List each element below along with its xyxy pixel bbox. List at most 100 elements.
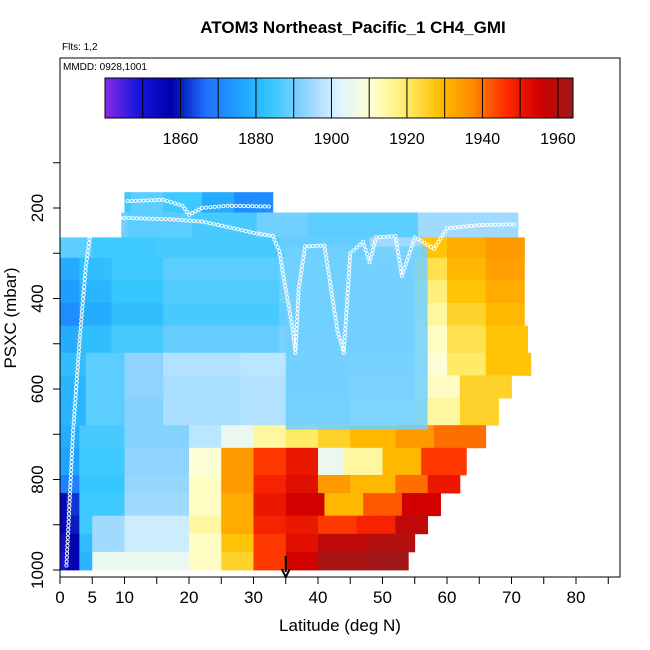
flight-path-marker [259, 232, 264, 237]
heatmap-cell [150, 280, 158, 304]
flight-path-marker [94, 217, 99, 222]
heatmap-cell [214, 474, 222, 494]
colorbar-swatch [255, 78, 261, 118]
heatmap-cell [201, 551, 209, 571]
colorbar-swatch [463, 78, 468, 118]
heatmap-cell [208, 280, 216, 304]
flight-path-marker [161, 197, 166, 202]
heatmap-cell [79, 447, 87, 476]
flight-path-marker [404, 258, 410, 263]
heatmap-cell [143, 280, 151, 304]
heatmap-cell [234, 515, 241, 535]
flight-path-marker [262, 204, 267, 209]
heatmap-cell [369, 493, 377, 517]
colorbar-swatch [501, 78, 506, 118]
flight-path-marker [220, 223, 225, 228]
heatmap-cell [476, 212, 483, 238]
heatmap-cell [369, 425, 377, 449]
heatmap-cell [292, 474, 300, 494]
heatmap-cell [414, 493, 422, 517]
x-tick-label: 60 [438, 588, 457, 607]
heatmap-cell [376, 447, 383, 476]
flight-path-marker [492, 222, 497, 227]
flight-path-marker [86, 241, 92, 246]
colorbar-swatch [157, 78, 163, 118]
heatmap-cell [60, 515, 67, 535]
flight-path-marker [477, 223, 482, 228]
heatmap-cell [311, 533, 319, 553]
heatmap-cell [85, 425, 93, 449]
heatmap-cell [427, 447, 435, 476]
heatmap-cell [517, 257, 525, 281]
heatmap-cell [253, 425, 261, 449]
flight-path-marker [346, 279, 351, 284]
heatmap-cell [224, 212, 232, 238]
heatmap-cell [124, 515, 132, 535]
flight-path-marker [411, 239, 416, 244]
colorbar-swatch [271, 78, 276, 118]
heatmap-cell [395, 551, 403, 571]
heatmap-cell [195, 533, 203, 553]
heatmap-cell [240, 375, 248, 399]
heatmap-cell [105, 352, 112, 376]
flight-path-marker [80, 305, 85, 310]
heatmap-cell [130, 425, 138, 449]
flight-path-marker [399, 273, 404, 278]
heatmap-cell [453, 398, 461, 426]
flight-path-marker [65, 547, 70, 552]
flight-path-marker [68, 483, 73, 488]
heatmap-cell [369, 533, 377, 553]
flight-path-marker [80, 309, 85, 314]
colorbar-swatch [406, 78, 412, 118]
heatmap-cell [247, 303, 254, 327]
heatmap-cell [311, 425, 319, 449]
heatmap-cell [214, 398, 222, 426]
heatmap-cell [472, 352, 480, 376]
flight-path-marker [76, 353, 81, 358]
colorbar-swatch [150, 78, 155, 118]
heatmap-cell [279, 280, 287, 304]
flight-path-marker [73, 396, 78, 401]
heatmap-cell [511, 352, 519, 376]
heatmap-cell [247, 352, 254, 376]
heatmap-cell [382, 551, 390, 571]
heatmap-cell [156, 192, 164, 213]
flight-path-marker [75, 373, 80, 378]
heatmap-cell [234, 257, 241, 281]
heatmap-cell [201, 192, 209, 213]
heatmap-cell [143, 533, 151, 553]
heatmap-cell [382, 515, 390, 535]
flight-path-marker [344, 302, 349, 308]
heatmap-cell [272, 280, 280, 304]
heatmap-cell [447, 447, 454, 476]
heatmap-cell [124, 257, 132, 281]
flight-path-marker [357, 242, 362, 247]
colorbar-swatch [384, 78, 389, 118]
heatmap-cell [60, 257, 67, 281]
colorbar-swatch [274, 78, 280, 118]
flight-path-marker [393, 234, 398, 239]
chart-title: ATOM3 Northeast_Pacific_1 CH4_GMI [200, 18, 505, 37]
y-axis: 200 400 600 800 1000 [28, 162, 60, 589]
heatmap-cell [195, 551, 203, 571]
heatmap-cell [266, 425, 274, 449]
heatmap-cell [234, 237, 241, 259]
heatmap-cell [79, 375, 87, 399]
heatmap-cell [401, 474, 409, 494]
heatmap-cell [305, 515, 312, 535]
flight-path-marker [419, 239, 424, 244]
heatmap-cell [169, 515, 177, 535]
heatmap-cell [176, 325, 183, 354]
heatmap-cell [72, 551, 80, 571]
colorbar-swatch [188, 78, 193, 118]
heatmap-cell [485, 257, 493, 281]
heatmap-cell [247, 493, 254, 517]
heatmap-cell [492, 325, 499, 354]
flight-path-marker [70, 436, 75, 441]
heatmap-cell [388, 551, 396, 571]
heatmap-cell [214, 325, 222, 354]
heatmap-cell [176, 447, 183, 476]
flight-path-marker [287, 311, 293, 316]
heatmap-cell [279, 257, 287, 281]
heatmap-cell [169, 425, 177, 449]
